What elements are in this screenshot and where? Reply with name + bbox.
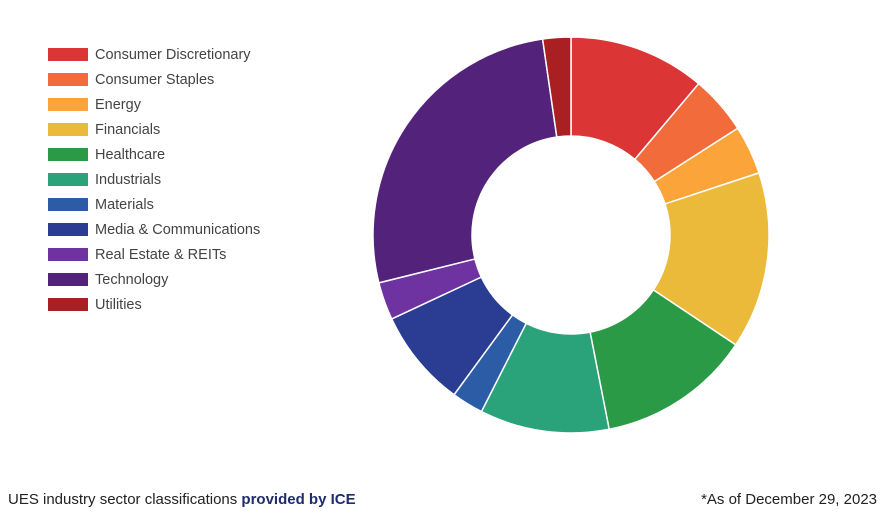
legend-swatch <box>48 73 88 86</box>
legend-item[interactable]: Materials <box>48 192 260 217</box>
legend-swatch <box>48 98 88 111</box>
legend-swatch <box>48 273 88 286</box>
legend-swatch <box>48 173 88 186</box>
source-prefix: UES industry sector classifications <box>8 491 242 508</box>
chart-legend: Consumer Discretionary Consumer Staples En… <box>48 42 260 317</box>
legend-label: Financials <box>95 121 161 138</box>
legend-label: Technology <box>95 271 169 288</box>
legend-item[interactable]: Energy <box>48 92 260 117</box>
legend-label: Utilities <box>95 296 142 313</box>
as-of-date: *As of December 29, 2023 <box>701 491 877 508</box>
legend-label: Consumer Staples <box>95 71 215 88</box>
legend-item[interactable]: Financials <box>48 117 260 142</box>
legend-label: Media & Communications <box>95 221 261 238</box>
legend-swatch <box>48 298 88 311</box>
legend-label: Consumer Discretionary <box>95 46 251 63</box>
legend-item[interactable]: Healthcare <box>48 142 260 167</box>
legend-item[interactable]: Media & Communications <box>48 217 260 242</box>
donut-chart <box>372 36 770 434</box>
donut-slice[interactable] <box>372 38 558 284</box>
legend-swatch <box>48 48 88 61</box>
legend-label: Healthcare <box>95 146 166 163</box>
legend-swatch <box>48 123 88 136</box>
legend-item[interactable]: Consumer Staples <box>48 67 260 92</box>
legend-item[interactable]: Consumer Discretionary <box>48 42 260 67</box>
legend-swatch <box>48 198 88 211</box>
legend-label: Materials <box>95 196 154 213</box>
legend-item[interactable]: Industrials <box>48 167 260 192</box>
legend-label: Energy <box>95 96 141 113</box>
source-note: UES industry sector classifications prov… <box>8 491 356 508</box>
legend-item[interactable]: Technology <box>48 267 260 292</box>
source-provider: provided by ICE <box>241 491 356 508</box>
donut-slice[interactable] <box>541 36 572 138</box>
legend-swatch <box>48 248 88 261</box>
legend-swatch <box>48 148 88 161</box>
legend-item[interactable]: Utilities <box>48 292 260 317</box>
legend-label: Real Estate & REITs <box>95 246 227 263</box>
legend-swatch <box>48 223 88 236</box>
legend-item[interactable]: Real Estate & REITs <box>48 242 260 267</box>
donut-slice[interactable] <box>652 171 770 346</box>
legend-label: Industrials <box>95 171 162 188</box>
